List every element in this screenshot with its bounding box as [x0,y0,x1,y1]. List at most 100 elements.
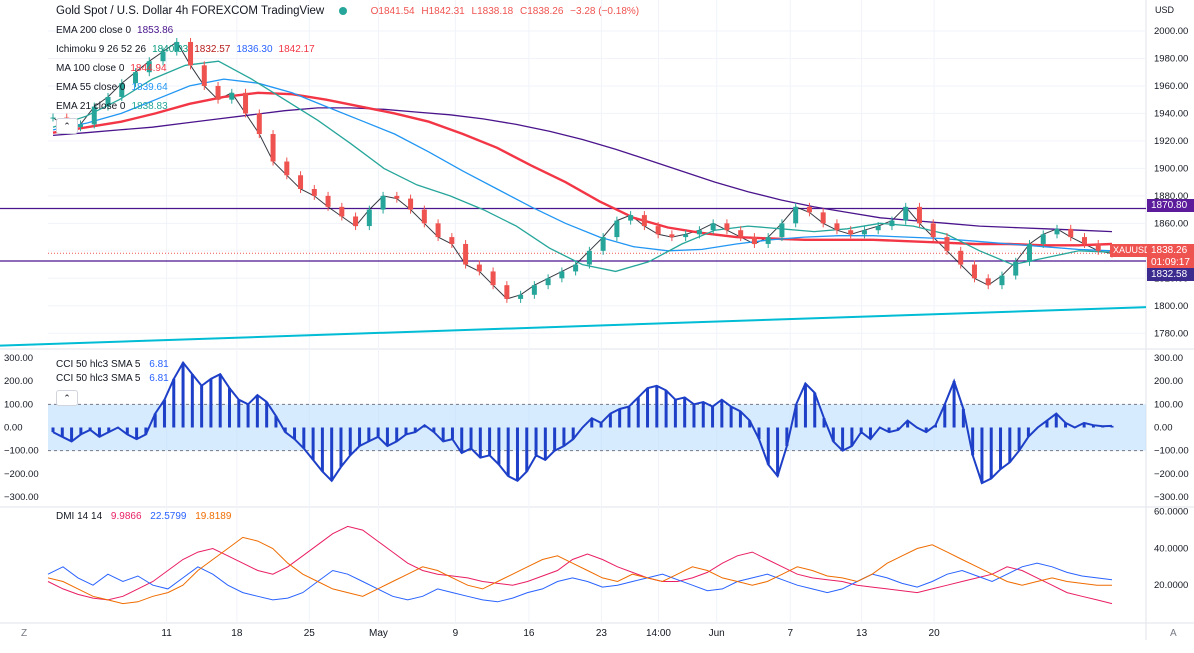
candle-body [683,234,689,238]
cci-left-tick: 200.00 [4,376,33,387]
price-pane[interactable] [0,37,1147,347]
candle-body [270,134,276,162]
candle-body [243,92,249,114]
chart-title-row: Gold Spot / U.S. Dollar 4h FOREXCOM Trad… [56,5,643,17]
candle-body [985,278,991,286]
candle-body [256,113,262,135]
indicator-legend-row: MA 100 close 0 1844.94 [56,62,167,76]
dmi-right-tick: 20.0000 [1154,580,1188,591]
last-price-tag: 1838.26 [1147,244,1194,257]
level-lower-tag: 1832.58 [1147,268,1194,281]
candle-body [1040,234,1046,244]
dmi-line [47,536,1112,605]
candle-body [1026,243,1032,262]
candle-body [614,220,620,238]
candle-body [421,209,427,224]
x-tick-label: 11 [161,628,172,639]
candle-body [641,215,647,227]
indicator-value: 1836.30 [236,44,273,55]
candle-body [559,271,565,279]
candle-body [1081,237,1087,244]
candle-body [1095,243,1101,251]
candle-body [861,230,867,235]
dmi-value-1: 9.9866 [110,511,142,522]
dmi-right-tick: 60.0000 [1154,507,1188,518]
candle-body [573,264,579,272]
candle-body [793,206,799,224]
cci-legend-1: CCI 50 hlc3 SMA 5 6.81 [56,358,169,372]
collapse-cci-legend-button[interactable]: ⌃ [56,390,78,406]
currency-label[interactable]: USD [1155,5,1175,15]
x-tick-label: May [369,628,388,639]
candle-body [875,226,881,231]
candle-body [435,223,441,238]
candle-body [339,206,345,217]
candle-body [545,278,551,286]
cci-line [52,360,1113,485]
candle-body [958,250,964,265]
candle-body [229,92,235,100]
x-tick-label: 14:00 [646,628,671,639]
indicator-legend-row: EMA 200 close 0 1853.86 [56,24,173,38]
dmi-pane[interactable] [47,525,1113,605]
candle-body [1054,228,1060,235]
candle-body [903,206,909,221]
candle-body [999,275,1005,286]
cci-left-tick: −100.00 [4,446,39,457]
indicator-value: 1838.83 [131,101,168,112]
candle-body [174,41,180,52]
level-upper-tag: 1870.80 [1147,199,1194,212]
collapse-legend-button[interactable]: ⌃ [56,118,78,134]
cci-legend-name: CCI 50 hlc3 SMA 5 [56,359,141,370]
zoom-toggle-icon[interactable]: Z [21,628,28,639]
candle-body [738,230,744,238]
candle-body [311,188,317,196]
dmi-value-2: 22.5799 [150,511,187,522]
cci-right-tick: −200.00 [1154,469,1189,480]
dmi-legend: DMI 14 14 9.9866 22.5799 19.8189 [56,510,231,524]
cci-right-tick: 300.00 [1154,353,1183,364]
candle-body [353,216,359,227]
candle-body [325,195,331,207]
candle-body [779,223,785,238]
cci-left-tick: 100.00 [4,399,33,410]
x-tick-label: 25 [304,628,316,639]
candle-body [78,124,84,128]
cci-right-tick: 100.00 [1154,399,1183,410]
y-tick-label: 1980.00 [1154,53,1188,64]
candle-body [408,198,414,210]
indicator-value: 1840.03 [152,44,189,55]
candle-body [298,175,304,189]
candle-body [710,223,716,231]
indicator-name: EMA 21 close 0 [56,101,126,112]
candle-body [463,243,469,265]
indicator-value: 1842.17 [278,44,315,55]
candle-body [50,117,56,119]
candle-body [600,237,606,251]
indicator-value: 1832.57 [194,44,231,55]
dmi-line [47,525,1113,605]
y-tick-label: 1800.00 [1154,301,1188,312]
candle-body [504,285,510,299]
ohlc-values: O1841.54 H1842.31 L1838.18 C1838.26 −3.2… [371,6,643,17]
series-line [52,41,1113,300]
candle-body [160,51,166,62]
y-tick-label: 1780.00 [1154,328,1188,339]
dmi-right-tick: 40.0000 [1154,543,1188,554]
candle-body [628,215,634,221]
cci-pane[interactable] [48,360,1146,485]
y-tick-label: 1860.00 [1154,218,1188,229]
indicator-legend-row: EMA 21 close 0 1838.83 [56,100,168,114]
candle-body [380,195,386,210]
candle-body [518,294,524,299]
series-line [52,107,1113,233]
y-tick-label: 2000.00 [1154,26,1188,37]
candle-body [751,237,757,244]
cci-left-tick: 0.00 [4,423,23,434]
auto-scale-icon[interactable]: A [1170,628,1177,639]
high-value: H1842.31 [421,6,465,17]
series-line [52,91,1113,247]
candle-body [834,223,840,231]
open-value: O1841.54 [370,6,415,17]
